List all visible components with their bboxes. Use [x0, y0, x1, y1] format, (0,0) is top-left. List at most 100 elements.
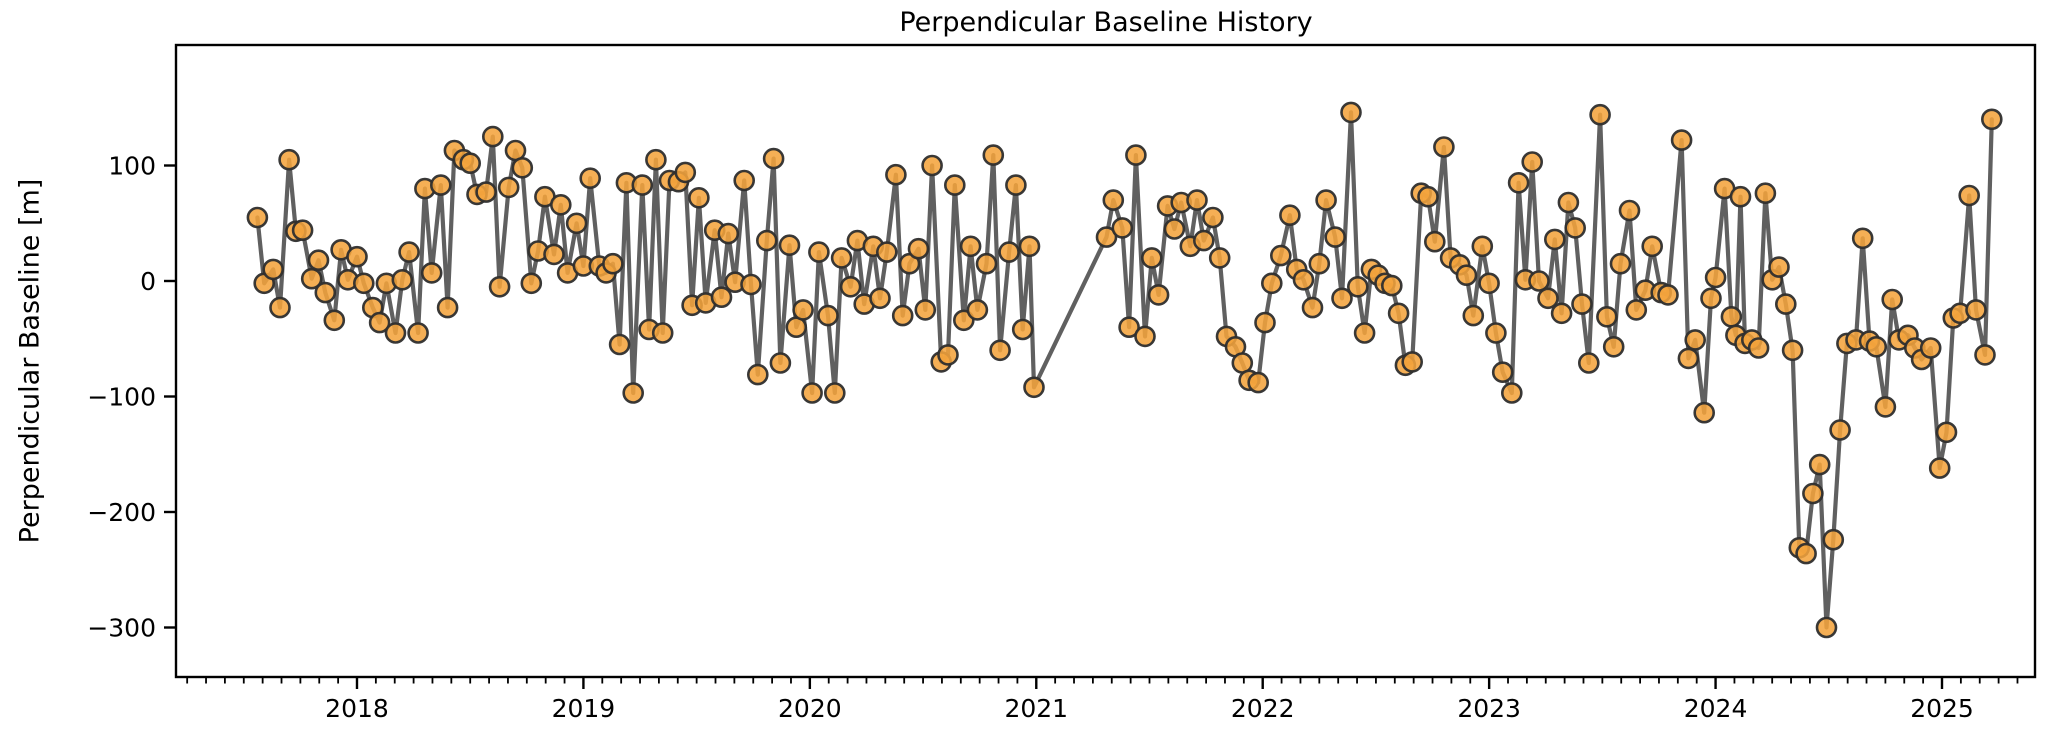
data-point-marker [475, 181, 497, 203]
data-point-marker [1134, 325, 1156, 348]
data-point-marker [1935, 421, 1958, 444]
data-point-marker [1795, 542, 1817, 565]
data-point-marker [429, 174, 452, 196]
data-point-marker [1589, 103, 1611, 126]
data-point-marker [921, 154, 943, 177]
data-point-marker [645, 148, 667, 171]
data-point-marker [459, 152, 482, 174]
x-axis-ticks: 2018 2019 2020 2021 2022 2023 2024 2025 [186, 677, 2019, 723]
data-point-marker [937, 344, 959, 366]
data-point-marker [420, 262, 443, 284]
data-point-marker [1564, 217, 1586, 239]
data-point-marker [755, 229, 778, 252]
data-point-marker [520, 272, 543, 295]
data-point-marker [1186, 189, 1208, 211]
data-point-marker [975, 252, 998, 275]
data-point-marker [1544, 228, 1566, 251]
data-point-marker [608, 333, 631, 356]
data-point-marker [368, 311, 391, 334]
data-point-marker [1491, 361, 1514, 384]
data-point-marker [543, 243, 565, 266]
data-point-marker [817, 304, 839, 327]
data-point-marker [1455, 264, 1478, 287]
x-tick-label: 2023 [1457, 694, 1521, 723]
data-point-marker [1308, 252, 1331, 275]
data-point-marker [1602, 335, 1625, 358]
data-point-marker [1433, 136, 1455, 158]
data-point-marker [762, 147, 785, 170]
data-point-marker [269, 296, 291, 319]
data-point-marker [1928, 457, 1951, 479]
data-point-marker [1677, 347, 1700, 370]
data-series-line [255, 110, 1994, 630]
data-point-marker [733, 169, 756, 192]
data-point-marker [1125, 144, 1147, 166]
data-point-marker [1550, 302, 1573, 325]
data-point-marker [314, 281, 337, 304]
data-point-marker [1981, 108, 2003, 131]
data-point-marker [602, 252, 624, 275]
data-point-marker [1507, 172, 1530, 194]
data-point-marker [839, 275, 862, 298]
data-point-marker [1208, 247, 1231, 269]
data-point-marker [323, 309, 346, 332]
data-point-marker [1754, 182, 1777, 204]
data-point-marker [384, 322, 407, 344]
data-point-marker [1768, 256, 1790, 278]
data-point-marker [262, 258, 285, 281]
data-point-marker [1301, 296, 1324, 319]
data-point-marker [565, 212, 588, 235]
data-point-marker [1254, 311, 1276, 334]
data-point-marker [1865, 335, 1888, 358]
y-tick-label: 0 [140, 267, 156, 296]
x-tick-label: 2019 [552, 694, 616, 723]
data-point-marker [278, 148, 300, 171]
data-point-marker [1747, 337, 1770, 359]
data-point-marker [549, 194, 572, 216]
data-point-marker [1974, 344, 1996, 366]
data-point-marker [1417, 185, 1439, 208]
data-point-marker [579, 167, 602, 189]
data-point-marker [746, 363, 769, 386]
data-point-marker [1324, 226, 1346, 248]
data-point-marker [631, 174, 654, 196]
data-point-marker [1270, 244, 1292, 267]
data-points [246, 101, 2003, 639]
x-tick-label: 2020 [778, 694, 842, 723]
data-point-marker [710, 286, 733, 309]
data-point-marker [1478, 272, 1500, 295]
data-point-marker [1641, 235, 1663, 258]
data-point-marker [1247, 371, 1269, 394]
data-point-marker [823, 382, 846, 404]
data-point-marker [1958, 184, 1980, 207]
data-point-marker [307, 249, 330, 272]
data-point-marker [1401, 351, 1423, 373]
data-point-marker [966, 299, 989, 321]
data-point-marker [1340, 101, 1362, 124]
data-point-marker [740, 273, 762, 296]
y-tick-label: −100 [87, 383, 156, 412]
data-point-marker [1874, 396, 1897, 418]
data-point-marker [1618, 199, 1641, 222]
data-point-marker [1781, 339, 1804, 362]
data-point-marker [808, 241, 830, 263]
data-point-marker [959, 235, 982, 258]
data-point-marker [769, 352, 792, 374]
data-point-marker [1018, 235, 1041, 258]
data-point-marker [830, 247, 853, 269]
data-point-marker [943, 174, 966, 196]
data-point-marker [1829, 419, 1851, 441]
data-point-marker [1965, 299, 1987, 321]
data-point-marker [1704, 266, 1727, 289]
data-point-marker [1347, 275, 1369, 298]
data-point-marker [1693, 401, 1715, 424]
data-point-marker [246, 206, 269, 229]
data-point-marker [1005, 174, 1027, 196]
data-point-marker [1102, 189, 1125, 211]
data-point-marker [651, 322, 674, 344]
data-point-marker [1202, 206, 1224, 229]
data-point-marker [488, 275, 511, 298]
data-point-marker [1331, 287, 1353, 310]
